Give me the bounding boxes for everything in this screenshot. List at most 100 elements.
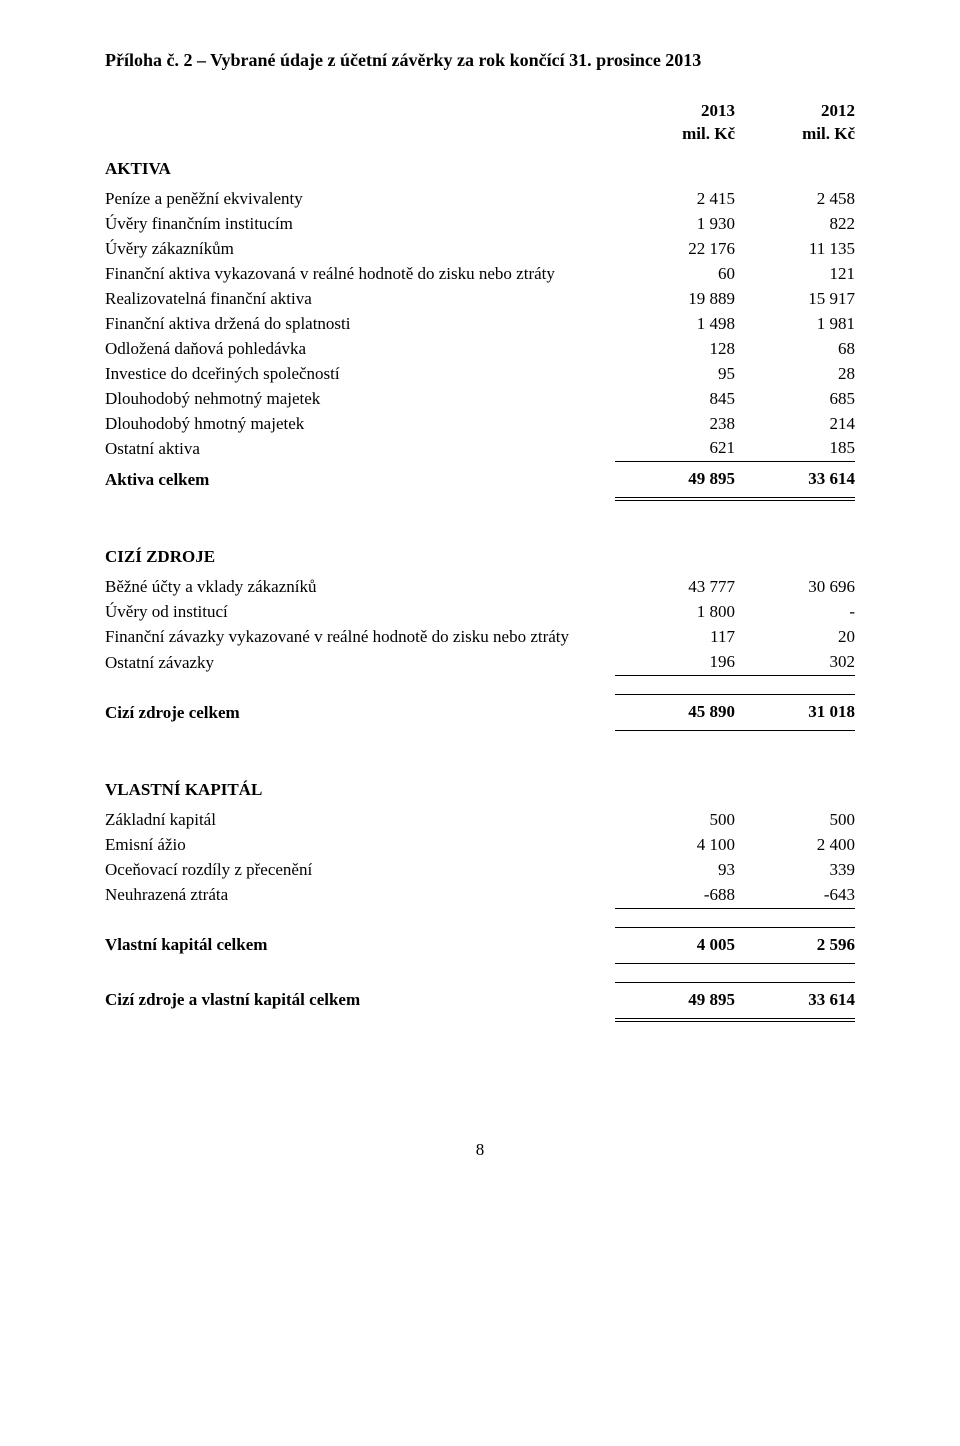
- cizi-total-v1: 45 890: [615, 695, 735, 731]
- table-row: Realizovatelná finanční aktiva19 88915 9…: [105, 287, 855, 312]
- section-aktiva-heading: AKTIVA: [105, 146, 855, 187]
- row-label: Odložená daňová pohledávka: [105, 337, 615, 362]
- cizi-heading-text: CIZÍ ZDROJE: [105, 534, 615, 575]
- table-row: Neuhrazená ztráta-688-643: [105, 883, 855, 908]
- row-val-1: 1 930: [615, 212, 735, 237]
- row-val-1: 2 415: [615, 187, 735, 212]
- kapital-heading-text: VLASTNÍ KAPITÁL: [105, 767, 615, 808]
- cizi-total-row: Cizí zdroje celkem 45 890 31 018: [105, 695, 855, 731]
- row-val-2: 500: [735, 808, 855, 833]
- row-label: Investice do dceřiných společností: [105, 362, 615, 387]
- row-val-2: 28: [735, 362, 855, 387]
- row-label: Finanční aktiva vykazovaná v reálné hodn…: [105, 262, 615, 287]
- row-label: Oceňovací rozdíly z přecenění: [105, 858, 615, 883]
- section-kapital-heading: VLASTNÍ KAPITÁL: [105, 767, 855, 808]
- table-row: Oceňovací rozdíly z přecenění93339: [105, 858, 855, 883]
- kapital-total-v1: 4 005: [615, 927, 735, 963]
- row-label: Dlouhodobý nehmotný majetek: [105, 387, 615, 412]
- table-row: Emisní ážio4 1002 400: [105, 833, 855, 858]
- row-val-2: 2 458: [735, 187, 855, 212]
- row-label: Neuhrazená ztráta: [105, 883, 615, 908]
- row-label: Ostatní závazky: [105, 650, 615, 675]
- aktiva-total-v2: 33 614: [735, 462, 855, 498]
- row-val-1: 621: [615, 436, 735, 461]
- grand-total-v1: 49 895: [615, 982, 735, 1018]
- table-row: Investice do dceřiných společností9528: [105, 362, 855, 387]
- row-val-1: 845: [615, 387, 735, 412]
- row-val-2: 2 400: [735, 833, 855, 858]
- row-label: Úvěry zákazníkům: [105, 237, 615, 262]
- row-val-1: 60: [615, 262, 735, 287]
- row-label: Realizovatelná finanční aktiva: [105, 287, 615, 312]
- row-label: Úvěry finančním institucím: [105, 212, 615, 237]
- table-row: Finanční závazky vykazované v reálné hod…: [105, 625, 855, 650]
- grand-total-row: Cizí zdroje a vlastní kapitál celkem 49 …: [105, 982, 855, 1018]
- row-val-1: 4 100: [615, 833, 735, 858]
- row-val-1: -688: [615, 883, 735, 908]
- row-val-1: 128: [615, 337, 735, 362]
- row-val-1: 22 176: [615, 237, 735, 262]
- row-val-1: 19 889: [615, 287, 735, 312]
- row-val-1: 196: [615, 650, 735, 675]
- table-row: Finanční aktiva vykazovaná v reálné hodn…: [105, 262, 855, 287]
- row-val-2: -643: [735, 883, 855, 908]
- page-number: 8: [105, 1139, 855, 1162]
- kapital-total-label: Vlastní kapitál celkem: [105, 927, 615, 963]
- aktiva-heading-text: AKTIVA: [105, 146, 615, 187]
- table-row: Ostatní závazky196302: [105, 650, 855, 675]
- row-label: Základní kapitál: [105, 808, 615, 833]
- table-row: Úvěry od institucí1 800-: [105, 600, 855, 625]
- row-label: Ostatní aktiva: [105, 436, 615, 461]
- row-label: Peníze a peněžní ekvivalenty: [105, 187, 615, 212]
- row-val-2: 1 981: [735, 312, 855, 337]
- table-row: Dlouhodobý nehmotný majetek845685: [105, 387, 855, 412]
- row-val-2: 339: [735, 858, 855, 883]
- cizi-total-label: Cizí zdroje celkem: [105, 695, 615, 731]
- table-row: Odložená daňová pohledávka12868: [105, 337, 855, 362]
- row-val-2: 11 135: [735, 237, 855, 262]
- table-row: Ostatní aktiva621185: [105, 436, 855, 461]
- row-label: Běžné účty a vklady zákazníků: [105, 575, 615, 600]
- row-val-1: 1 498: [615, 312, 735, 337]
- row-val-2: 302: [735, 650, 855, 675]
- col-unit-1: mil. Kč: [615, 123, 735, 146]
- col-unit-2: mil. Kč: [735, 123, 855, 146]
- row-val-1: 238: [615, 412, 735, 437]
- col-year-1: 2013: [615, 100, 735, 123]
- table-row: Úvěry zákazníkům22 17611 135: [105, 237, 855, 262]
- table-row: Běžné účty a vklady zákazníků43 77730 69…: [105, 575, 855, 600]
- grand-total-v2: 33 614: [735, 982, 855, 1018]
- grand-total-label: Cizí zdroje a vlastní kapitál celkem: [105, 982, 615, 1018]
- row-val-2: -: [735, 600, 855, 625]
- table-row: Finanční aktiva držená do splatnosti1 49…: [105, 312, 855, 337]
- aktiva-total-row: Aktiva celkem 49 895 33 614: [105, 462, 855, 498]
- table-row: Základní kapitál500500: [105, 808, 855, 833]
- row-label: Úvěry od institucí: [105, 600, 615, 625]
- row-val-2: 30 696: [735, 575, 855, 600]
- row-val-2: 822: [735, 212, 855, 237]
- row-val-1: 117: [615, 625, 735, 650]
- cizi-total-v2: 31 018: [735, 695, 855, 731]
- row-val-2: 685: [735, 387, 855, 412]
- row-val-1: 1 800: [615, 600, 735, 625]
- row-val-1: 43 777: [615, 575, 735, 600]
- row-label: Finanční závazky vykazované v reálné hod…: [105, 625, 615, 650]
- kapital-total-v2: 2 596: [735, 927, 855, 963]
- row-val-1: 93: [615, 858, 735, 883]
- row-val-1: 95: [615, 362, 735, 387]
- row-val-1: 500: [615, 808, 735, 833]
- table-row: Dlouhodobý hmotný majetek238214: [105, 412, 855, 437]
- header-row-years: 2013 2012: [105, 100, 855, 123]
- row-val-2: 214: [735, 412, 855, 437]
- col-year-2: 2012: [735, 100, 855, 123]
- table-row: Úvěry finančním institucím1 930822: [105, 212, 855, 237]
- table-row: Peníze a peněžní ekvivalenty2 4152 458: [105, 187, 855, 212]
- row-val-2: 68: [735, 337, 855, 362]
- row-label: Emisní ážio: [105, 833, 615, 858]
- row-val-2: 20: [735, 625, 855, 650]
- row-label: Dlouhodobý hmotný majetek: [105, 412, 615, 437]
- header-row-units: mil. Kč mil. Kč: [105, 123, 855, 146]
- aktiva-total-label: Aktiva celkem: [105, 462, 615, 498]
- financial-table: 2013 2012 mil. Kč mil. Kč AKTIVA Peníze …: [105, 100, 855, 1018]
- row-val-2: 121: [735, 262, 855, 287]
